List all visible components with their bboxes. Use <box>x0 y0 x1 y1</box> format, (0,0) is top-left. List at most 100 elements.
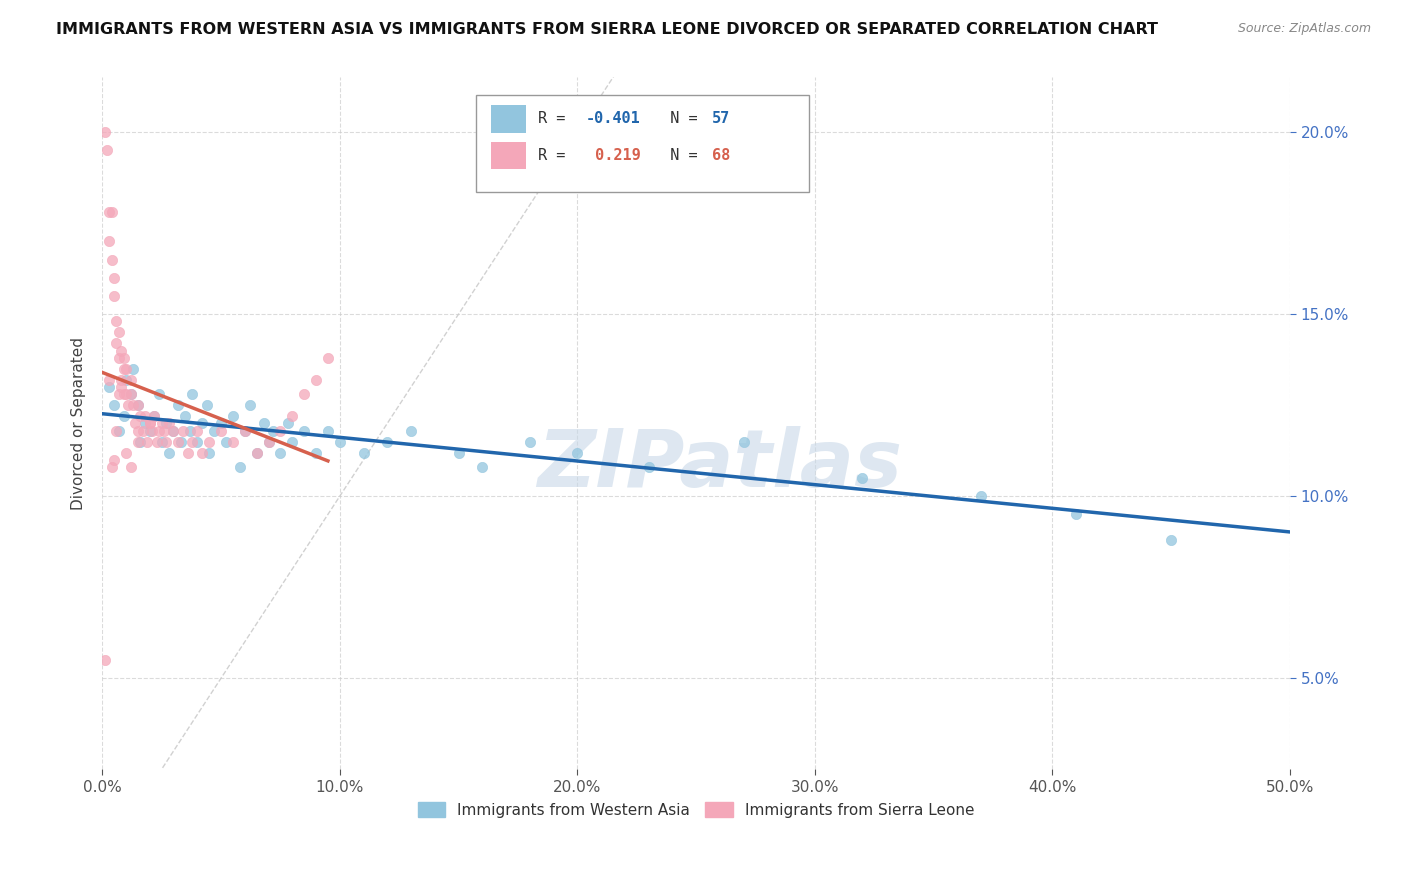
Point <box>112 361 135 376</box>
Point <box>136 434 159 449</box>
Point <box>851 471 873 485</box>
Point <box>100 460 122 475</box>
Point <box>198 434 221 449</box>
Point <box>115 373 138 387</box>
Point <box>1160 533 1182 547</box>
Point <box>98 373 121 387</box>
Point <box>181 434 204 449</box>
Point <box>129 409 152 423</box>
Point <box>117 398 139 412</box>
Point <box>131 424 153 438</box>
Point <box>353 445 375 459</box>
Point <box>138 417 160 431</box>
Point <box>198 445 221 459</box>
FancyBboxPatch shape <box>477 95 808 192</box>
Point <box>155 417 177 431</box>
Point <box>177 445 200 459</box>
Point <box>157 445 180 459</box>
Point <box>124 417 146 431</box>
Point <box>253 417 276 431</box>
Point <box>269 424 291 438</box>
Point <box>186 424 208 438</box>
FancyBboxPatch shape <box>491 105 526 133</box>
Point <box>115 387 138 401</box>
Point <box>93 125 115 139</box>
Point <box>305 445 328 459</box>
Point <box>105 336 128 351</box>
Text: 0.219: 0.219 <box>586 148 640 163</box>
Text: N =: N = <box>652 148 707 163</box>
Point <box>733 434 755 449</box>
Point <box>108 326 131 340</box>
Point <box>143 409 166 423</box>
Point <box>246 445 269 459</box>
Text: 68: 68 <box>711 148 730 163</box>
Point <box>120 460 142 475</box>
Point <box>129 434 152 449</box>
Point <box>174 409 197 423</box>
Point <box>115 445 138 459</box>
Point <box>233 424 256 438</box>
Point <box>222 434 245 449</box>
Point <box>167 434 190 449</box>
Text: 57: 57 <box>711 112 730 127</box>
Point <box>202 424 225 438</box>
Point <box>112 351 135 365</box>
Point <box>191 445 214 459</box>
Point <box>257 434 280 449</box>
Point <box>970 489 993 503</box>
Point <box>98 380 121 394</box>
Point <box>157 417 180 431</box>
Point <box>98 235 121 249</box>
Point <box>103 270 125 285</box>
Point <box>138 424 160 438</box>
Point <box>105 314 128 328</box>
Point <box>127 424 149 438</box>
Point <box>179 424 201 438</box>
Point <box>143 409 166 423</box>
Text: IMMIGRANTS FROM WESTERN ASIA VS IMMIGRANTS FROM SIERRA LEONE DIVORCED OR SEPARAT: IMMIGRANTS FROM WESTERN ASIA VS IMMIGRAN… <box>56 22 1159 37</box>
Point <box>122 361 145 376</box>
Point <box>209 417 232 431</box>
Text: R =: R = <box>538 148 583 163</box>
Point <box>292 387 315 401</box>
Point <box>305 373 328 387</box>
Point <box>150 434 173 449</box>
Point <box>153 424 176 438</box>
Point <box>93 653 115 667</box>
Point <box>103 452 125 467</box>
Point <box>399 424 422 438</box>
Point <box>222 409 245 423</box>
Y-axis label: Divorced or Separated: Divorced or Separated <box>72 337 86 510</box>
Point <box>195 398 218 412</box>
Point <box>471 460 494 475</box>
Point <box>108 387 131 401</box>
Point <box>162 424 184 438</box>
Point <box>120 373 142 387</box>
Legend: Immigrants from Western Asia, Immigrants from Sierra Leone: Immigrants from Western Asia, Immigrants… <box>412 796 981 824</box>
Point <box>120 387 142 401</box>
Point <box>637 460 659 475</box>
FancyBboxPatch shape <box>491 142 526 169</box>
Point <box>281 434 304 449</box>
Point <box>329 434 352 449</box>
Point <box>238 398 260 412</box>
Point <box>169 434 191 449</box>
Point <box>246 445 269 459</box>
Point <box>103 289 125 303</box>
Text: Source: ZipAtlas.com: Source: ZipAtlas.com <box>1237 22 1371 36</box>
Point <box>375 434 398 449</box>
Point <box>122 398 145 412</box>
Point <box>127 434 149 449</box>
Point <box>233 424 256 438</box>
Point <box>316 351 339 365</box>
Point <box>167 398 190 412</box>
Point <box>1064 508 1087 522</box>
Text: -0.401: -0.401 <box>586 112 640 127</box>
Point <box>110 380 132 394</box>
Point <box>108 351 131 365</box>
Point <box>262 424 284 438</box>
Point <box>162 424 184 438</box>
Point <box>567 445 589 459</box>
Point <box>134 409 156 423</box>
